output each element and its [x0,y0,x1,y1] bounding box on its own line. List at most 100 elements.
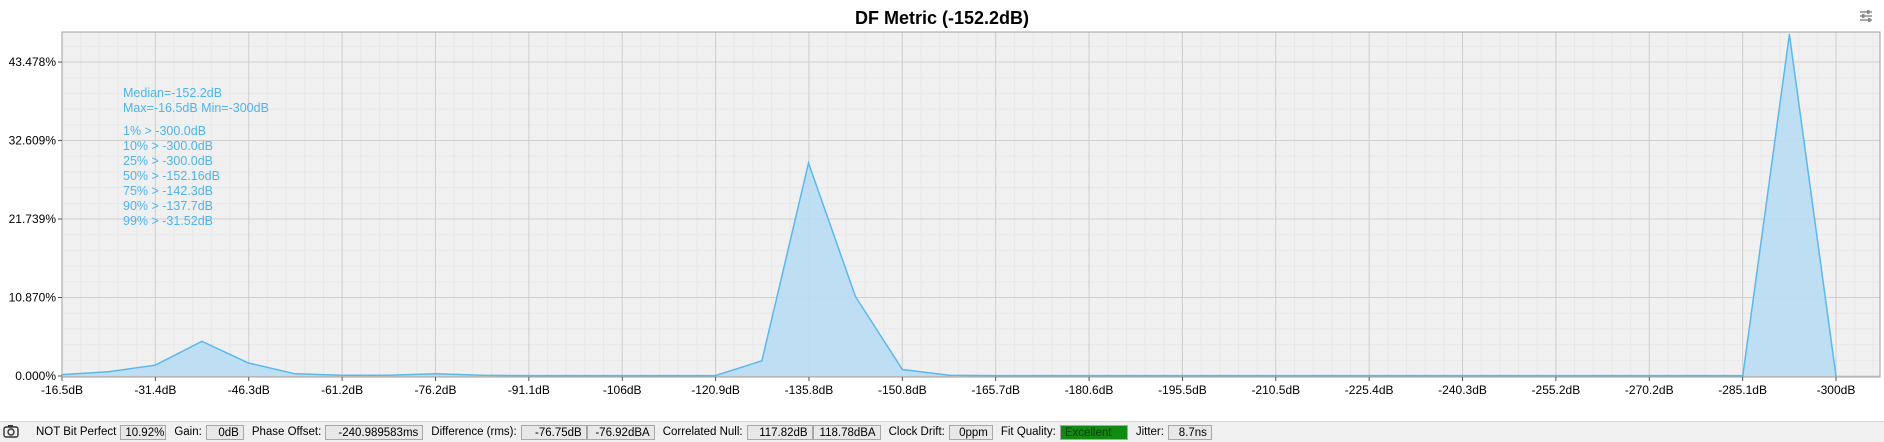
data-point [1134,374,1137,377]
data-point [1554,374,1557,377]
x-tick-label: -135.8dB [785,383,834,397]
stat-line: 25% > -300.0dB [123,154,213,168]
jitter-label: Jitter: [1135,426,1164,438]
data-point [340,374,343,377]
correlated-null-value-dba: 118.78dBA [812,424,881,440]
data-point [761,360,763,362]
x-tick-label: -31.4dB [134,383,176,397]
data-point [574,374,577,377]
data-point [154,364,156,367]
x-tick-label: -195.5dB [1158,383,1207,397]
difference-label: Difference (rms): [431,426,517,438]
data-point [1601,374,1604,377]
x-tick-label: -165.7dB [971,383,1020,397]
clock-drift-value: 0ppm [948,424,993,440]
x-tick-label: -91.1dB [508,383,550,397]
data-point [247,362,250,364]
data-point [387,374,390,377]
x-tick-label: -270.2dB [1625,383,1674,397]
x-tick-label: -255.2dB [1532,383,1581,397]
stat-line: Median=-152.2dB [123,86,222,100]
x-tick-label: -150.8dB [878,383,927,397]
jitter-value: 8.7ns [1167,424,1212,440]
data-point [294,373,296,375]
correlated-null-label: Correlated Null: [662,426,743,438]
gain-label: Gain: [174,426,202,438]
sliders-icon[interactable] [1858,8,1874,24]
data-point [854,295,857,298]
status-bar: NOT Bit Perfect 10.92% Gain: 0dB Phase O… [0,421,1884,442]
data-point [807,162,810,164]
data-point [1648,374,1651,377]
data-point [1041,374,1043,377]
x-tick-label: -106dB [603,383,642,397]
data-point [1088,374,1090,377]
data-point [1368,374,1370,377]
data-point [667,374,670,377]
x-tick-label: -46.3dB [228,383,270,397]
x-tick-label: -210.5dB [1251,383,1300,397]
data-point [1695,374,1697,377]
stat-line: Max=-16.5dB Min=-300dB [123,101,269,115]
df-metric-chart: -16.5dB -31.4dB -46.3dB -61.2dB -76.2dB -91.1… [9,8,1881,397]
stat-line: 90% > -137.7dB [123,199,213,213]
x-axis-ticks: -16.5dB -31.4dB -46.3dB -61.2dB -76.2dB -91.1… [41,377,1855,397]
x-tick-label: -16.5dB [41,383,83,397]
data-point [714,374,717,377]
data-point [901,368,904,371]
bitperfect-label: NOT Bit Perfect [36,426,117,438]
stat-line: 1% > -300.0dB [123,124,206,138]
data-point [528,374,530,377]
x-tick-label: -300dB [1817,383,1856,397]
y-tick-label: 32.609% [9,134,57,148]
series-points [61,33,1837,377]
chart-title: DF Metric (-152.2dB) [855,8,1029,28]
x-tick-label: -61.2dB [321,383,363,397]
data-point [1508,374,1510,377]
correlated-null-value-db: 117.82dB [746,424,813,440]
fit-quality-label: Fit Quality: [1000,426,1056,438]
x-tick-label: -76.2dB [414,383,456,397]
data-point [107,370,110,373]
y-tick-label: 0.000% [15,369,56,383]
data-point [481,374,484,377]
y-tick-label: 10.870% [9,291,57,305]
y-axis-ticks: 0.000% 10.870% 21.739% 32.609% 43.478% [9,55,62,383]
x-tick-label: -240.3dB [1438,383,1487,397]
x-tick-label: -120.9dB [691,383,740,397]
data-point [1835,375,1837,377]
bitperfect-value: 10.92% [120,424,167,440]
stat-line: 50% > -152.16dB [123,169,220,183]
data-point [201,340,203,343]
data-point [1228,374,1230,377]
difference-value-db: -76.75dB [520,424,587,440]
data-point [1788,33,1791,36]
data-point [434,373,437,375]
stat-line: 75% > -142.3dB [123,184,213,198]
plot-background [62,32,1880,377]
plot-frame [61,31,1881,378]
stat-line: 10% > -300.0dB [123,139,213,153]
x-tick-label: -180.6dB [1065,383,1114,397]
data-point [1181,374,1183,377]
data-point [1461,374,1464,377]
gain-value: 0dB [205,424,244,440]
stat-line: 99% > -31.52dB [123,214,213,228]
phase-offset-label: Phase Offset: [251,426,322,438]
difference-value-dba: -76.92dBA [586,424,655,440]
data-point [994,374,997,377]
clock-drift-label: Clock Drift: [888,426,945,438]
data-point [1275,374,1277,377]
fit-quality-value: Excellent [1059,424,1128,440]
x-tick-label: -225.4dB [1345,383,1394,397]
y-tick-label: 43.478% [9,55,57,69]
phase-offset-value: -240.989583ms [325,424,424,440]
data-point [1742,374,1744,377]
data-point [1415,374,1417,377]
data-point [1321,374,1324,377]
y-tick-label: 21.739% [9,212,57,226]
data-point [948,374,950,377]
camera-icon[interactable] [2,423,20,442]
x-tick-label: -285.1dB [1718,383,1767,397]
